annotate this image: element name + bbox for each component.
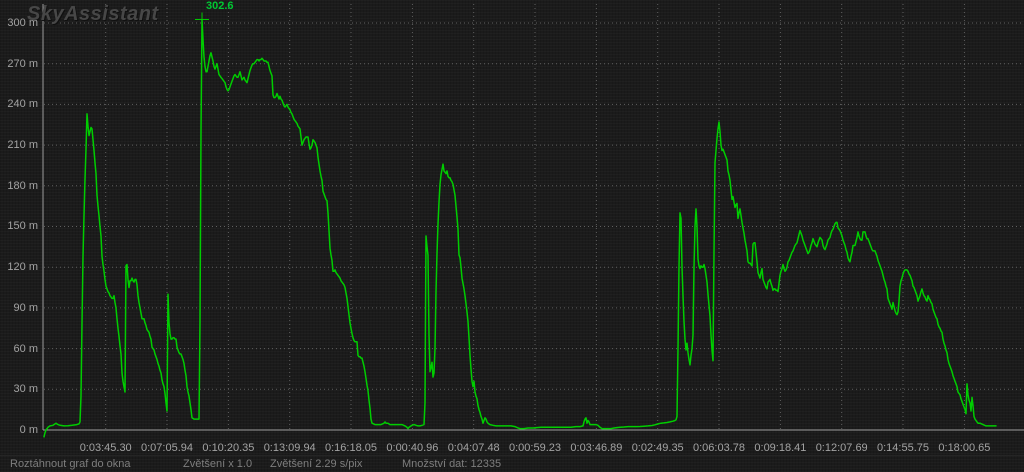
- y-axis-tick-label: 210 m: [7, 139, 38, 152]
- y-axis-tick-label: 0 m: [19, 424, 38, 436]
- x-axis-tick-label: 0:10:20.35: [202, 442, 255, 454]
- x-axis-tick-label: 0:12:07.69: [815, 442, 868, 454]
- x-axis-tick-label: 0:14:55.75: [877, 442, 929, 454]
- y-axis-tick-label: 300 m: [7, 16, 38, 29]
- x-axis-tick-label: 0:00:59.23: [509, 442, 561, 454]
- y-axis-tick-label: 30 m: [13, 383, 38, 396]
- stretch-graph-command[interactable]: Roztáhnout graf do okna: [10, 458, 131, 470]
- app-watermark: SkyAssistant: [27, 3, 159, 25]
- peak-cross-marker: [195, 12, 209, 27]
- x-axis-tick-label: 0:02:49.35: [631, 442, 684, 454]
- x-axis-tick-label: 0:16:18.05: [325, 442, 377, 454]
- x-axis-tick-label: 0:06:03.78: [693, 442, 745, 454]
- y-axis-tick-label: 150 m: [7, 220, 38, 233]
- y-axis-tick-label: 270 m: [7, 57, 38, 70]
- x-axis-tick-label: 0:13:09.94: [263, 442, 316, 454]
- y-axis-tick-label: 120 m: [7, 261, 38, 274]
- x-axis-tick-label: 0:03:46.89: [570, 442, 623, 454]
- x-axis-tick-label: 0:07:05.94: [141, 442, 193, 454]
- x-axis-tick-label: 0:00:40.96: [386, 442, 439, 454]
- y-axis-tick-label: 240 m: [7, 98, 38, 111]
- y-axis-tick-label: 60 m: [13, 342, 38, 355]
- y-axis-tick-label: 180 m: [7, 179, 38, 192]
- x-axis-tick-label: 0:09:18.41: [754, 442, 807, 454]
- zoom-factor-status: Zvětšení x 1.0: [183, 458, 253, 470]
- y-axis-tick-label: 90 m: [13, 301, 38, 314]
- altitude-trace: [43, 18, 997, 438]
- peak-value-label: 302.6: [206, 0, 234, 12]
- x-axis-tick-label: 0:03:45.30: [79, 442, 132, 454]
- status-bar: Roztáhnout graf do okna Zvětšení x 1.0 Z…: [0, 455, 1024, 472]
- data-count-status: Množství dat: 12335: [402, 458, 502, 470]
- zoom-scale-status: Zvětšení 2.29 s/pix: [270, 458, 363, 470]
- x-axis-tick-label: 0:18:00.65: [938, 442, 991, 454]
- x-axis-tick-label: 0:04:07.48: [447, 442, 500, 454]
